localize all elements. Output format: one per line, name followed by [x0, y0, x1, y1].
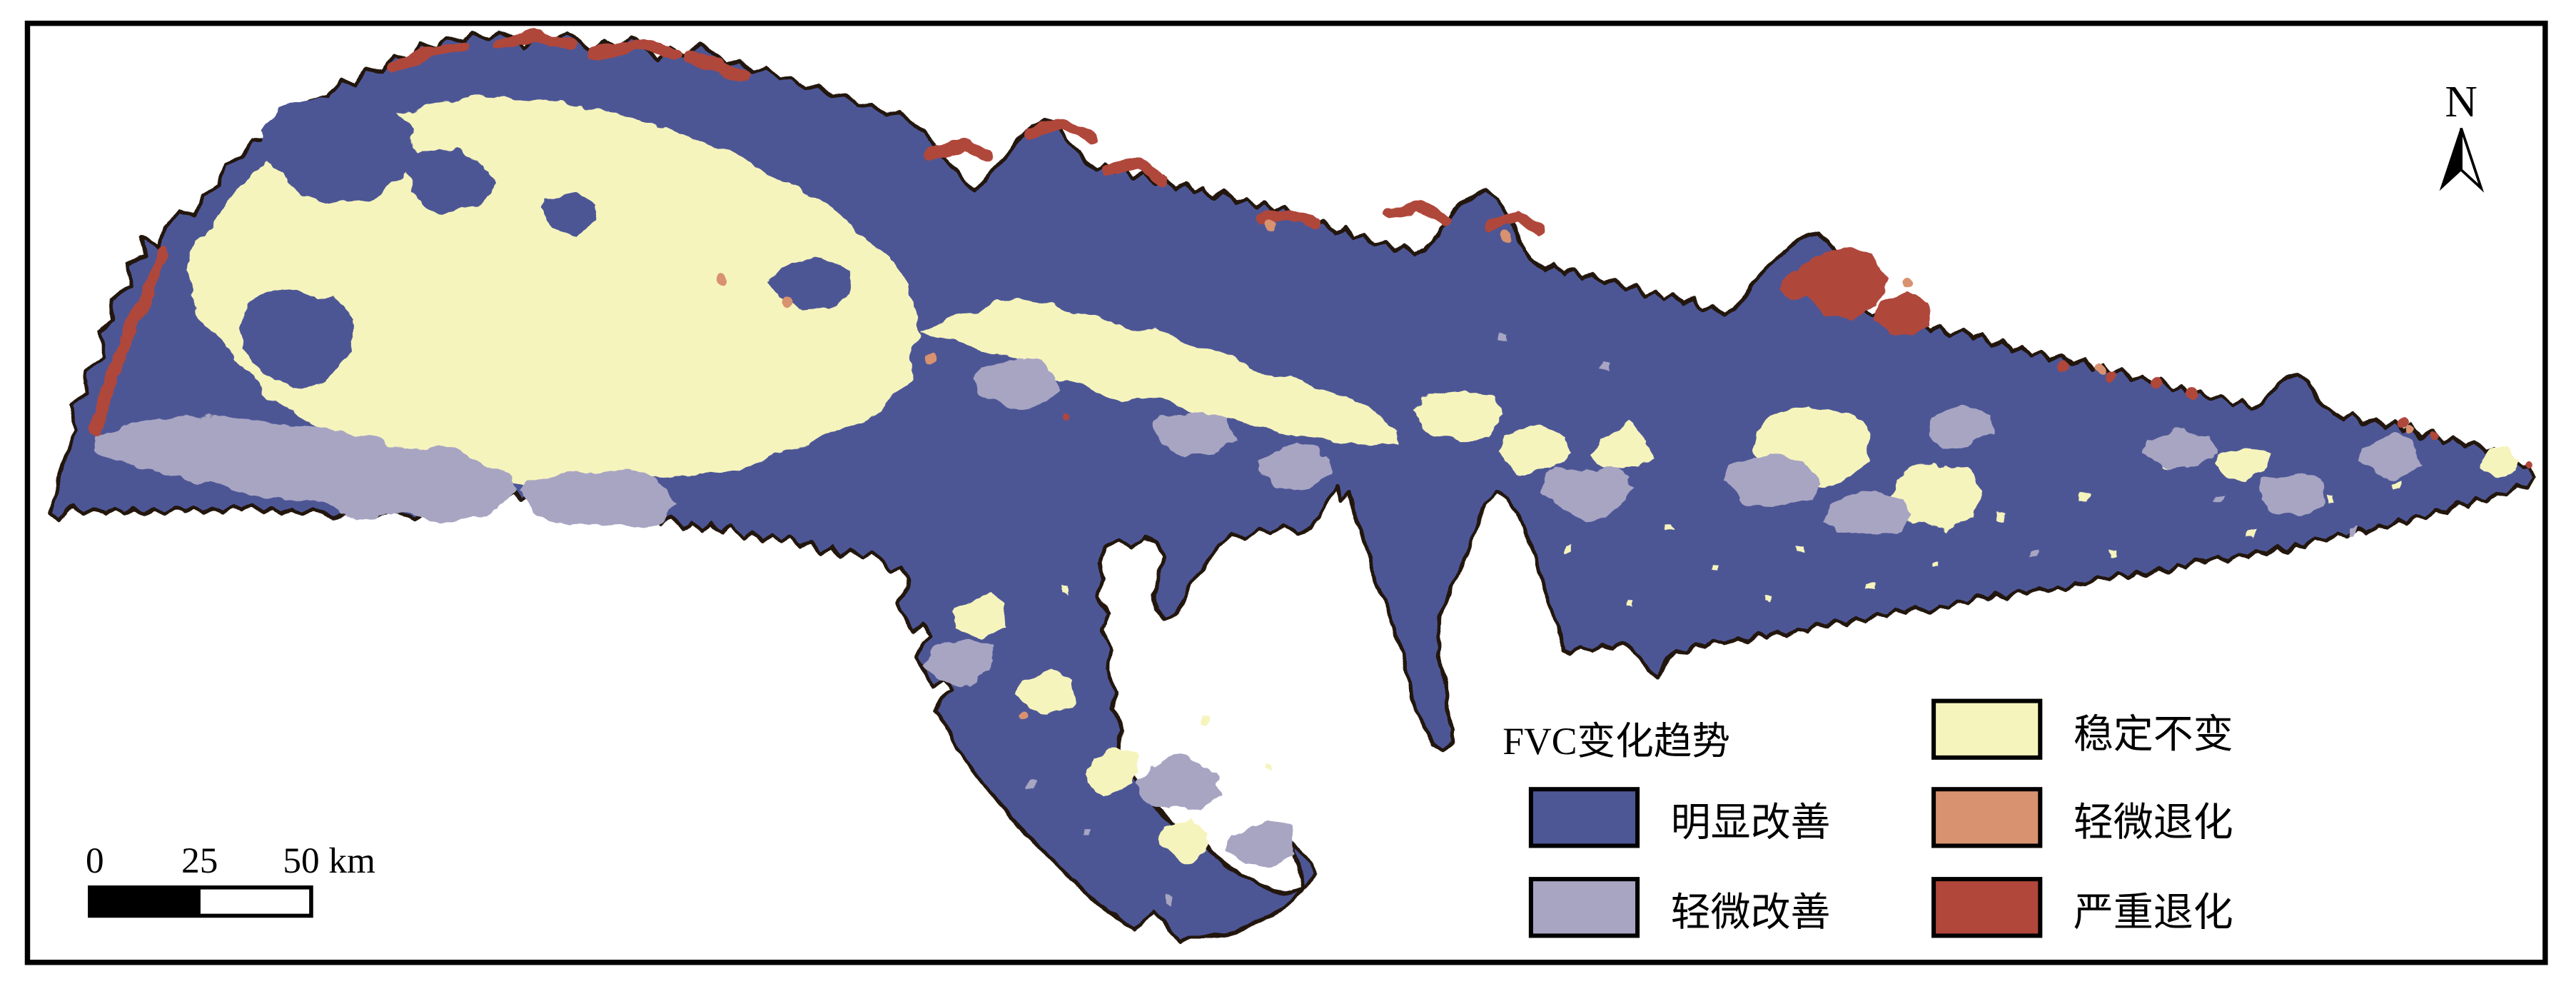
legend-item-degrade-severe: 严重退化 — [1931, 877, 2233, 938]
legend-swatch-stable — [1931, 698, 2043, 760]
severe-strip-nw-edge — [91, 247, 169, 436]
severe-cluster-east — [1800, 246, 1887, 320]
north-arrow-right-half — [2460, 127, 2485, 193]
legend-item-degrade-slight: 轻微退化 — [1931, 787, 2233, 848]
legend-label-improve-slight: 轻微改善 — [1671, 890, 1831, 935]
scale-tick-25: 25 — [181, 840, 218, 881]
legend-label-degrade-severe: 严重退化 — [2074, 890, 2233, 935]
north-arrow: N — [2439, 76, 2485, 193]
scale-bar-filled-segment — [89, 887, 201, 916]
legend-label-degrade-slight: 轻微退化 — [2074, 800, 2233, 845]
scale-bar: 0 25 50 km — [86, 840, 375, 918]
lavender-southwest-fringe — [93, 413, 516, 520]
legend-swatch-improve-slight — [1528, 877, 1640, 938]
degrade-slight-regions — [716, 221, 2414, 721]
north-arrow-label: N — [2445, 76, 2477, 126]
map-frame-border — [24, 20, 2548, 965]
legend: FVC变化趋势 明显改善 轻微改善 稳定不变 轻微退化 严重退化 — [1502, 698, 2233, 938]
map-canvas — [49, 29, 2535, 946]
stable-valley-band — [920, 299, 1402, 446]
legend-swatch-improve-major — [1528, 787, 1640, 848]
legend-item-stable: 稳定不变 — [1931, 698, 2233, 760]
scale-tick-0: 0 — [86, 840, 104, 881]
legend-item-improve-slight: 轻微改善 — [1528, 877, 1831, 938]
improve-slight-regions — [93, 333, 2420, 903]
legend-swatch-degrade-slight — [1931, 787, 2043, 848]
legend-title: FVC变化趋势 — [1502, 720, 1730, 763]
legend-label-stable: 稳定不变 — [2074, 713, 2233, 757]
lavender-speckles — [1031, 333, 2353, 903]
scale-tick-50km: 50 km — [283, 840, 375, 881]
legend-swatch-degrade-severe — [1931, 877, 2043, 938]
legend-item-improve-major: 明显改善 — [1528, 787, 1831, 848]
legend-label-improve-major: 明显改善 — [1671, 800, 1831, 845]
improve-major-patches — [239, 96, 849, 386]
degrade-severe-regions — [91, 31, 2534, 467]
